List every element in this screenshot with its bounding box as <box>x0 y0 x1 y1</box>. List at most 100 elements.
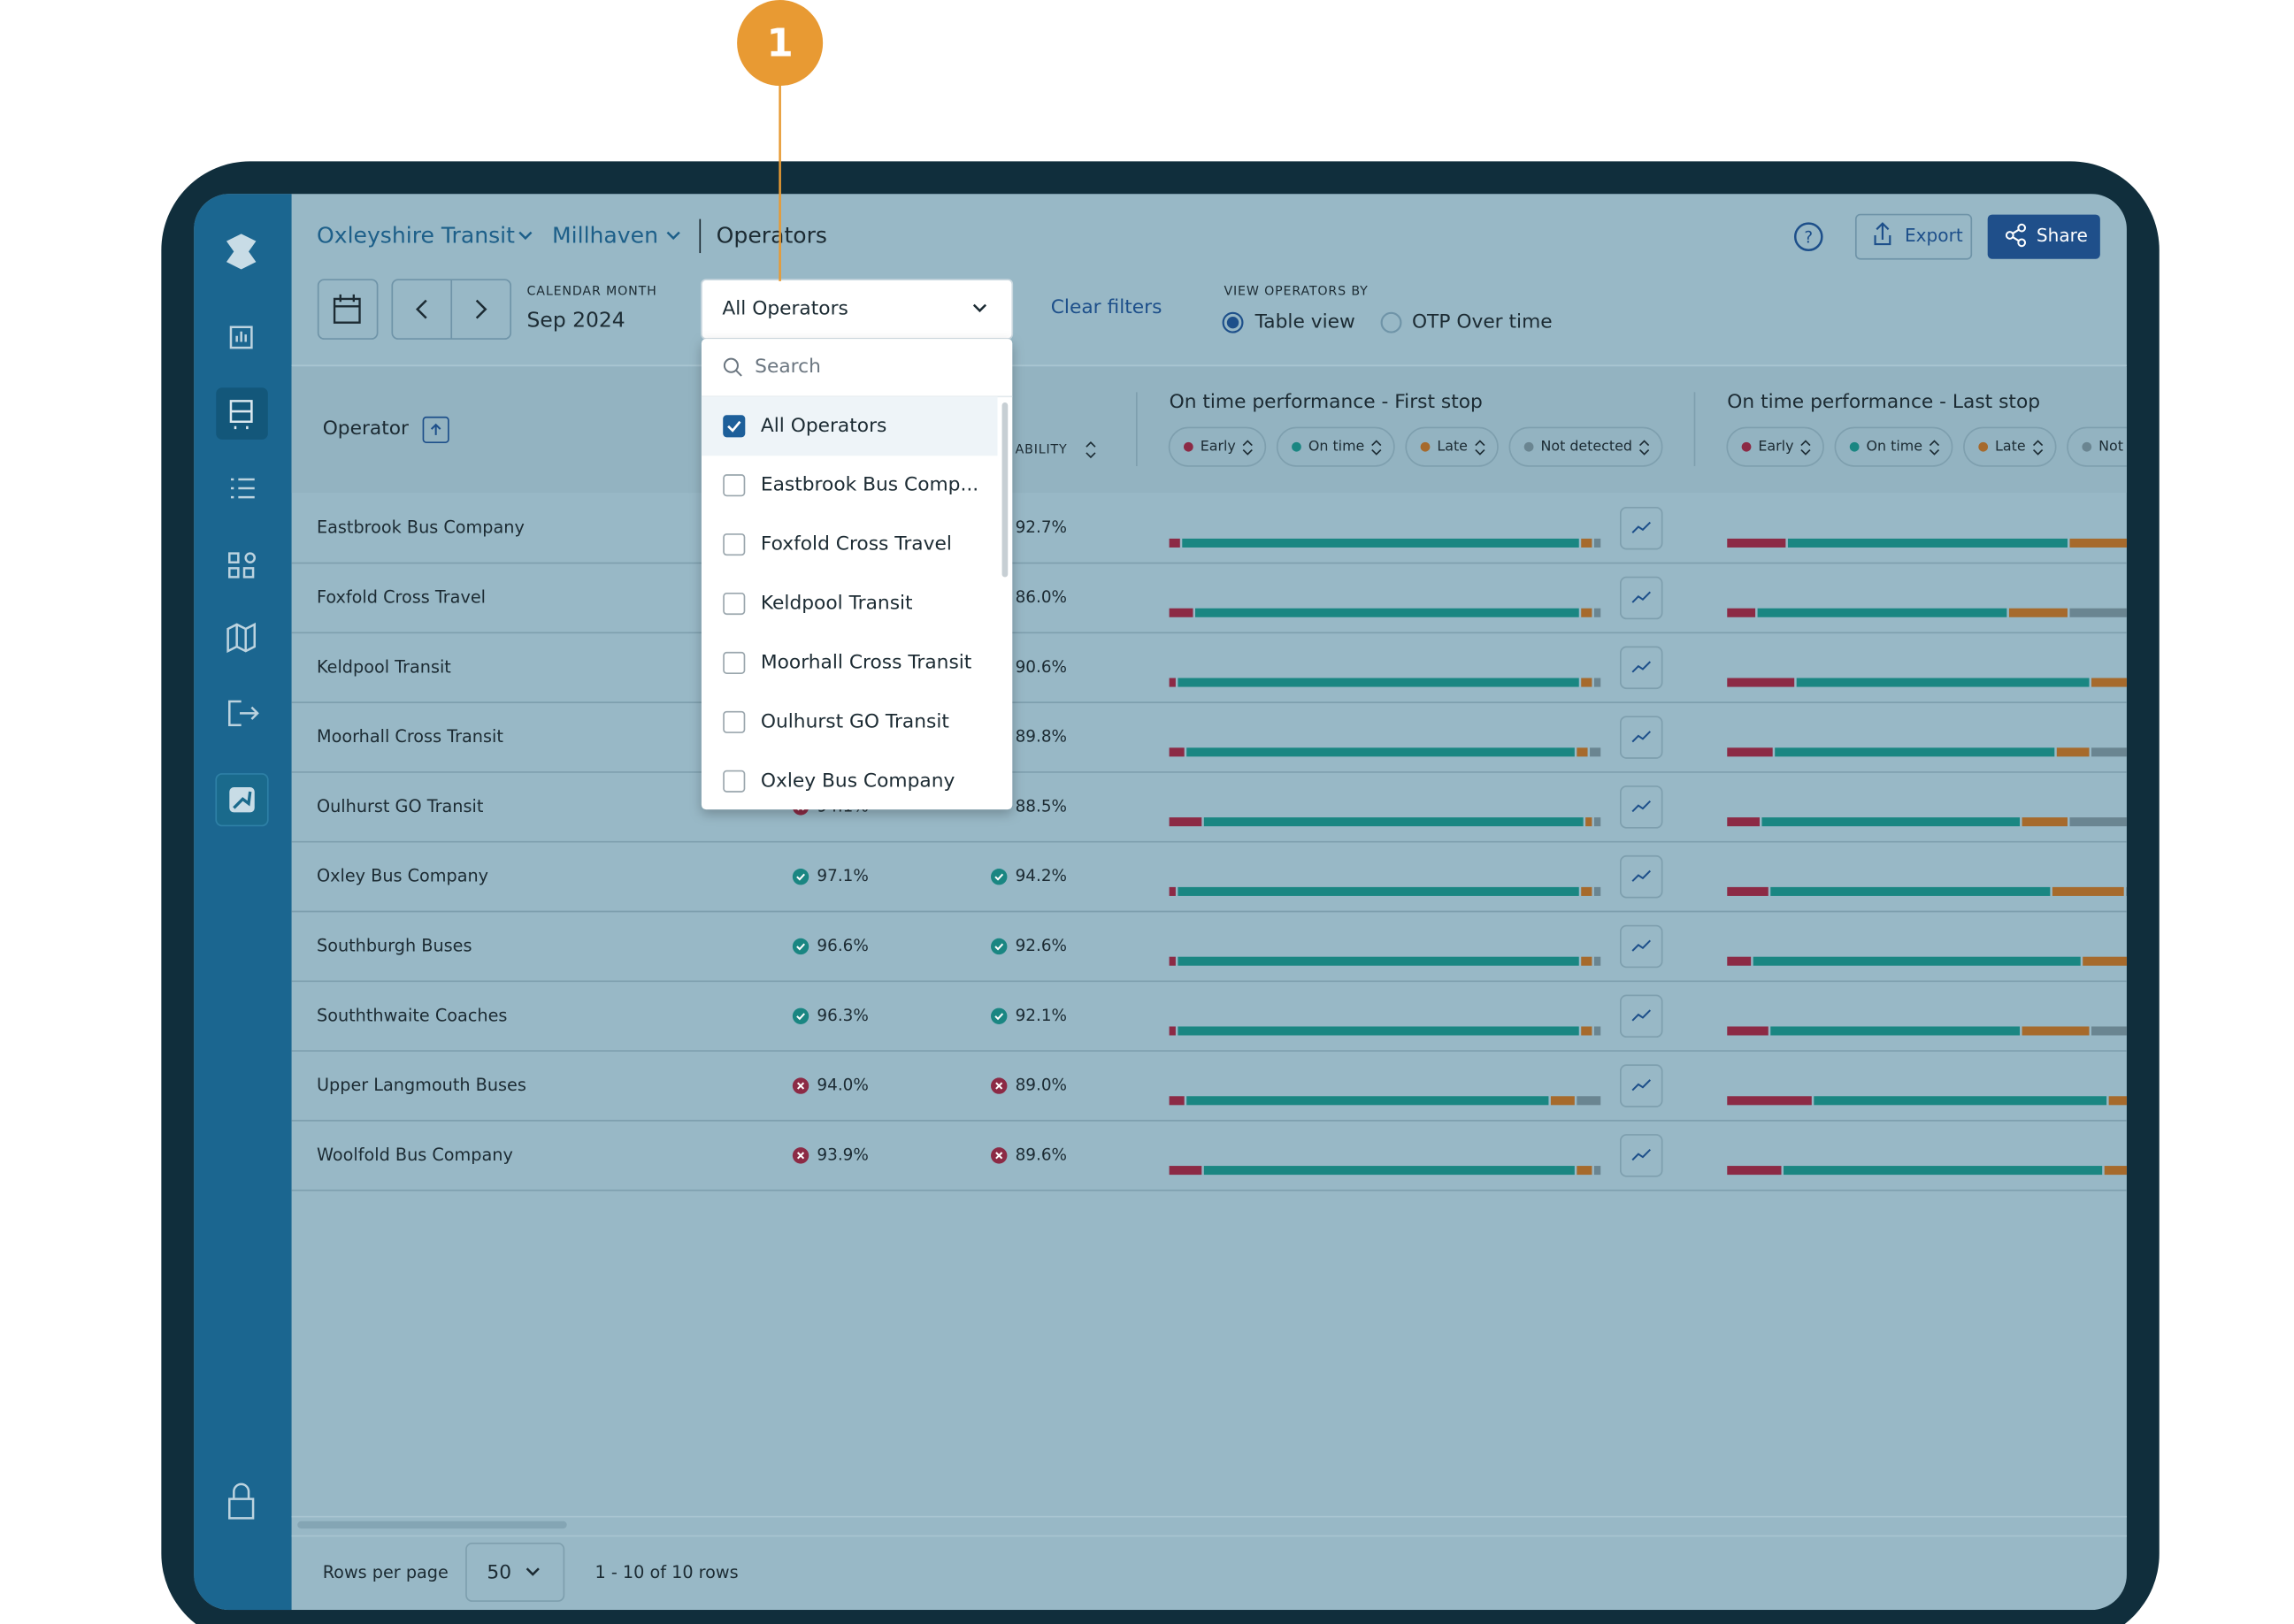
bar-segment <box>1169 1026 1176 1036</box>
help-icon: ? <box>1804 228 1813 247</box>
trend-button[interactable] <box>1619 1064 1663 1107</box>
breadcrumb-link[interactable]: Oxleyshire Transit <box>317 223 515 249</box>
column-header[interactable]: Operator <box>323 417 409 440</box>
legend-pill[interactable] <box>1405 426 1499 467</box>
operator-name[interactable]: Upper Langmouth Buses <box>317 1075 526 1095</box>
trend-icon <box>1631 1148 1651 1161</box>
checkbox[interactable] <box>723 651 746 675</box>
bar-segment <box>1203 817 1584 827</box>
bar-segment <box>2056 747 2090 757</box>
column-header[interactable]: ABILITY <box>1016 443 1068 457</box>
option-label[interactable]: All Operators <box>761 415 886 437</box>
legend-label: On time <box>1308 438 1364 455</box>
breadcrumb-link[interactable]: Millhaven <box>552 223 658 249</box>
help-button[interactable] <box>1793 222 1823 251</box>
search-input[interactable]: Search <box>755 356 821 378</box>
sidebar-icon[interactable] <box>229 326 253 349</box>
legend-pill[interactable] <box>1508 426 1663 467</box>
option-label[interactable]: Keldpool Transit <box>761 593 913 615</box>
checkbox[interactable] <box>723 474 746 497</box>
option-label[interactable]: Oulhurst GO Transit <box>761 710 949 732</box>
bar-segment <box>1770 1026 2021 1036</box>
checkbox[interactable] <box>723 710 746 733</box>
operator-name[interactable]: Moorhall Cross Transit <box>317 726 503 747</box>
calendar-button[interactable] <box>317 279 379 340</box>
legend-pill[interactable] <box>1168 426 1267 467</box>
checkbox[interactable] <box>723 770 746 793</box>
bar-segment <box>2091 747 2127 757</box>
operator-name[interactable]: Oxley Bus Company <box>317 866 488 886</box>
trend-button[interactable] <box>1619 646 1663 690</box>
sidebar-active[interactable] <box>216 387 268 440</box>
chevron-icon <box>972 303 987 313</box>
bar-segment <box>1169 1096 1185 1106</box>
status-ok <box>991 1007 1008 1024</box>
legend-pill[interactable] <box>1726 426 1824 467</box>
legend-label: Late <box>1995 438 2026 455</box>
trend-button[interactable] <box>1619 1134 1663 1177</box>
bar-segment <box>1581 1026 1592 1036</box>
bar-segment <box>1727 1096 1812 1106</box>
trend-button[interactable] <box>1619 716 1663 759</box>
operator-select[interactable] <box>701 279 1014 340</box>
sidebar-icon[interactable] <box>226 622 257 654</box>
operator-name[interactable]: Souththwaite Coaches <box>317 1005 507 1025</box>
export-button[interactable] <box>1854 213 1973 260</box>
option-label[interactable]: Moorhall Cross Transit <box>761 651 971 673</box>
trend-button[interactable] <box>1619 994 1663 1038</box>
radio[interactable] <box>1380 311 1402 333</box>
operator-name[interactable]: Oulhurst GO Transit <box>317 796 484 816</box>
bar-segment <box>2108 1096 2127 1106</box>
dropdown-panel <box>701 339 1013 810</box>
status-ok <box>792 868 809 885</box>
checkbox[interactable] <box>723 533 746 556</box>
option-label[interactable]: Foxfold Cross Travel <box>761 533 952 555</box>
trend-button[interactable] <box>1619 854 1663 899</box>
bar-segment <box>1550 1096 1575 1106</box>
operator-name[interactable]: Woolfold Bus Company <box>317 1145 513 1165</box>
share-button[interactable] <box>1987 214 2100 259</box>
sort-icon <box>430 423 441 435</box>
otp-value: 96.6% <box>817 937 868 955</box>
trend-button[interactable] <box>1619 506 1663 550</box>
legend-pill[interactable] <box>2067 426 2220 467</box>
operator-name[interactable]: Southburgh Buses <box>317 935 472 955</box>
bar-segment <box>2052 886 2124 896</box>
share-icon <box>2017 223 2027 233</box>
operator-name[interactable]: Foxfold Cross Travel <box>317 587 486 608</box>
bar-segment <box>1593 817 1601 827</box>
status-icon <box>796 1013 805 1021</box>
reliability-value: 88.5% <box>1016 797 1067 816</box>
option-label[interactable]: Eastbrook Bus Comp... <box>761 474 978 496</box>
trend-button[interactable] <box>1619 924 1663 969</box>
legend-pill[interactable] <box>1276 426 1395 467</box>
sort-icon <box>1371 440 1382 456</box>
checkbox-checked[interactable] <box>723 415 746 438</box>
clear-filters[interactable]: Clear filters <box>1051 296 1162 318</box>
sidebar-icon[interactable] <box>228 1482 255 1520</box>
sidebar-icon[interactable] <box>228 700 259 726</box>
checkbox[interactable] <box>723 592 746 616</box>
bar-segment <box>2069 608 2127 617</box>
option-label[interactable]: Oxley Bus Company <box>761 770 955 792</box>
trend-button[interactable] <box>1619 576 1663 620</box>
radio-selected[interactable] <box>1222 311 1244 333</box>
scrollbar <box>297 1521 567 1529</box>
legend-label: Not detected <box>2098 438 2190 455</box>
trend-button[interactable] <box>1619 785 1663 829</box>
bar-segment <box>1727 678 1795 687</box>
sort-button[interactable] <box>422 416 449 444</box>
sort-icon <box>2032 440 2044 456</box>
operator-name[interactable]: Eastbrook Bus Company <box>317 517 525 538</box>
sidebar-icon <box>244 552 257 563</box>
sidebar-icon[interactable] <box>228 552 255 578</box>
legend-pill[interactable] <box>1963 426 2057 467</box>
operator-name[interactable]: Keldpool Transit <box>317 656 451 677</box>
bar-segment <box>1593 1166 1601 1176</box>
legend-pill[interactable] <box>1834 426 1953 467</box>
rows-per-page-select[interactable] <box>465 1542 565 1602</box>
sidebar-icon[interactable] <box>230 478 255 499</box>
trend-icon <box>1631 1009 1651 1022</box>
bar-segment <box>1787 538 2068 548</box>
